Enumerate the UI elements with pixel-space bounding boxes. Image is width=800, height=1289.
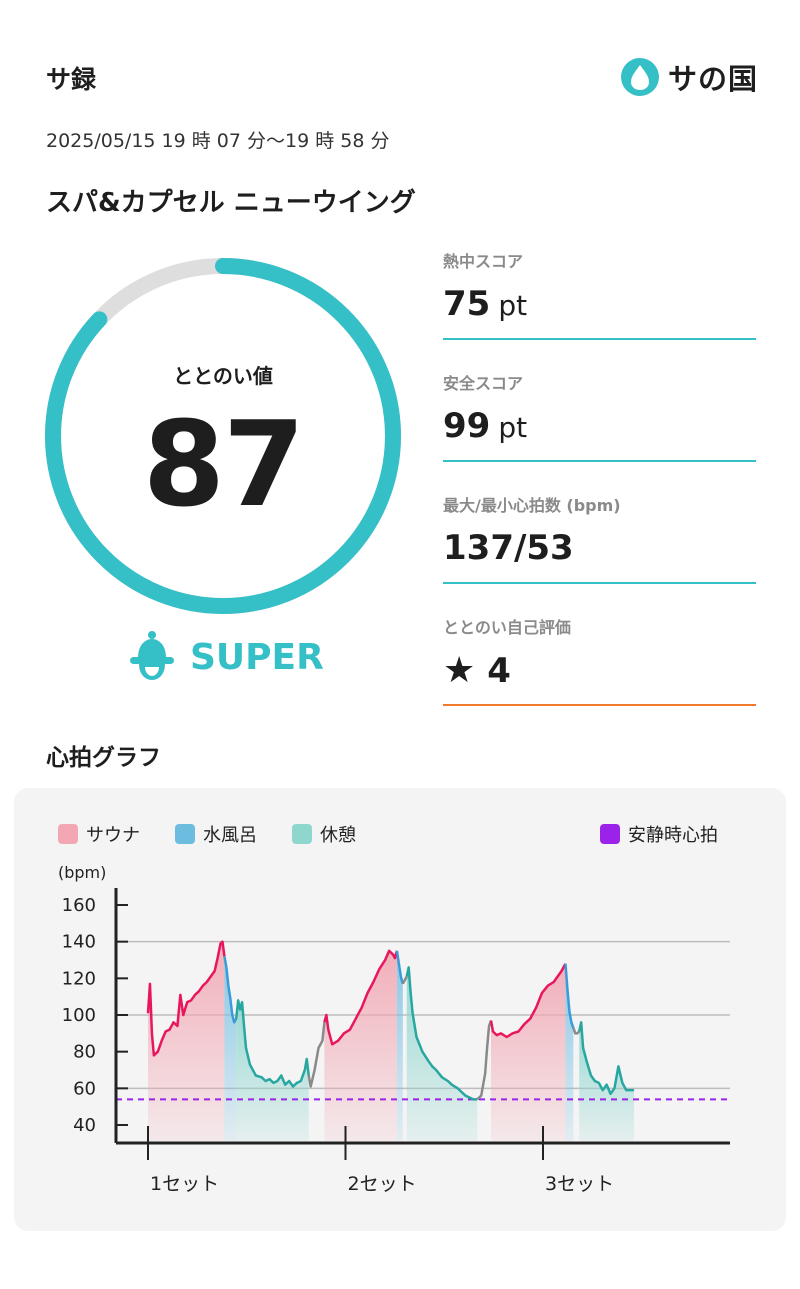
stat-number: 99	[443, 406, 491, 446]
legend-label: 休憩	[320, 825, 356, 846]
stat-self-rating: ととのい自己評価 ★ 4	[443, 614, 756, 706]
stat-label: 熱中スコア	[443, 252, 524, 271]
legend-water: 水風呂	[175, 821, 257, 847]
stat-label: 安全スコア	[443, 374, 524, 393]
legend-label: 水風呂	[203, 825, 257, 846]
stat-value: 75 pt	[443, 284, 756, 332]
totonoi-ring	[45, 258, 401, 614]
session-datetime: 2025/05/15 19 時 07 分〜19 時 58 分	[46, 130, 390, 152]
star-icon: ★	[443, 650, 476, 691]
chart-panel	[14, 788, 786, 1231]
stat-heart-rate: 最大/最小心拍数 (bpm) 137/53	[443, 492, 756, 584]
section-title: 心拍グラフ	[46, 745, 161, 771]
totonoi-value: 87	[142, 395, 305, 533]
stat-heat-score: 熱中スコア 75 pt	[443, 248, 756, 340]
legend-sauna: サウナ	[58, 821, 140, 847]
stat-safety-score: 安全スコア 99 pt	[443, 370, 756, 462]
divider	[443, 582, 756, 584]
stat-number: 137/53	[443, 528, 574, 568]
stat-unit: pt	[498, 411, 528, 444]
logo-text: サの国	[668, 62, 759, 96]
stat-value: 137/53	[443, 528, 756, 576]
legend-swatch	[292, 824, 312, 844]
legend-rest: 休憩	[292, 821, 356, 847]
stat-unit: pt	[498, 289, 528, 322]
legend-label: 安静時心拍	[628, 825, 718, 846]
totonoi-progress-arc	[45, 258, 401, 614]
rank-badge: SUPER	[128, 630, 324, 684]
divider	[443, 460, 756, 462]
sauna-hat-icon	[130, 631, 174, 680]
stat-value: ★ 4	[443, 650, 756, 698]
totonoi-label: ととのい値	[173, 364, 273, 388]
legend-swatch	[175, 824, 195, 844]
stat-number: 75	[443, 284, 491, 324]
page-title: サ録	[46, 65, 97, 94]
stat-number: 4	[487, 651, 511, 691]
legend-label: サウナ	[86, 825, 140, 846]
stat-label: ととのい自己評価	[443, 618, 571, 637]
legend-resting-hr: 安静時心拍	[600, 821, 718, 847]
divider	[443, 704, 756, 706]
facility-name: スパ&カプセル ニューウイング	[46, 188, 416, 218]
legend-swatch	[600, 824, 620, 844]
rank-label: SUPER	[190, 636, 324, 678]
water-drop-icon	[621, 58, 659, 96]
app-logo: サの国	[620, 56, 758, 98]
divider	[443, 338, 756, 340]
stat-label: 最大/最小心拍数 (bpm)	[443, 496, 621, 515]
stat-value: 99 pt	[443, 406, 756, 454]
legend-swatch	[58, 824, 78, 844]
